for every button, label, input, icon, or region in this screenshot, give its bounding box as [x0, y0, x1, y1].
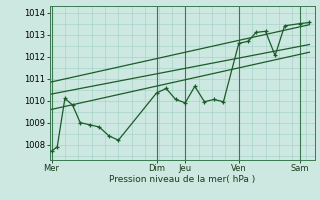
X-axis label: Pression niveau de la mer( hPa ): Pression niveau de la mer( hPa ) — [109, 175, 256, 184]
